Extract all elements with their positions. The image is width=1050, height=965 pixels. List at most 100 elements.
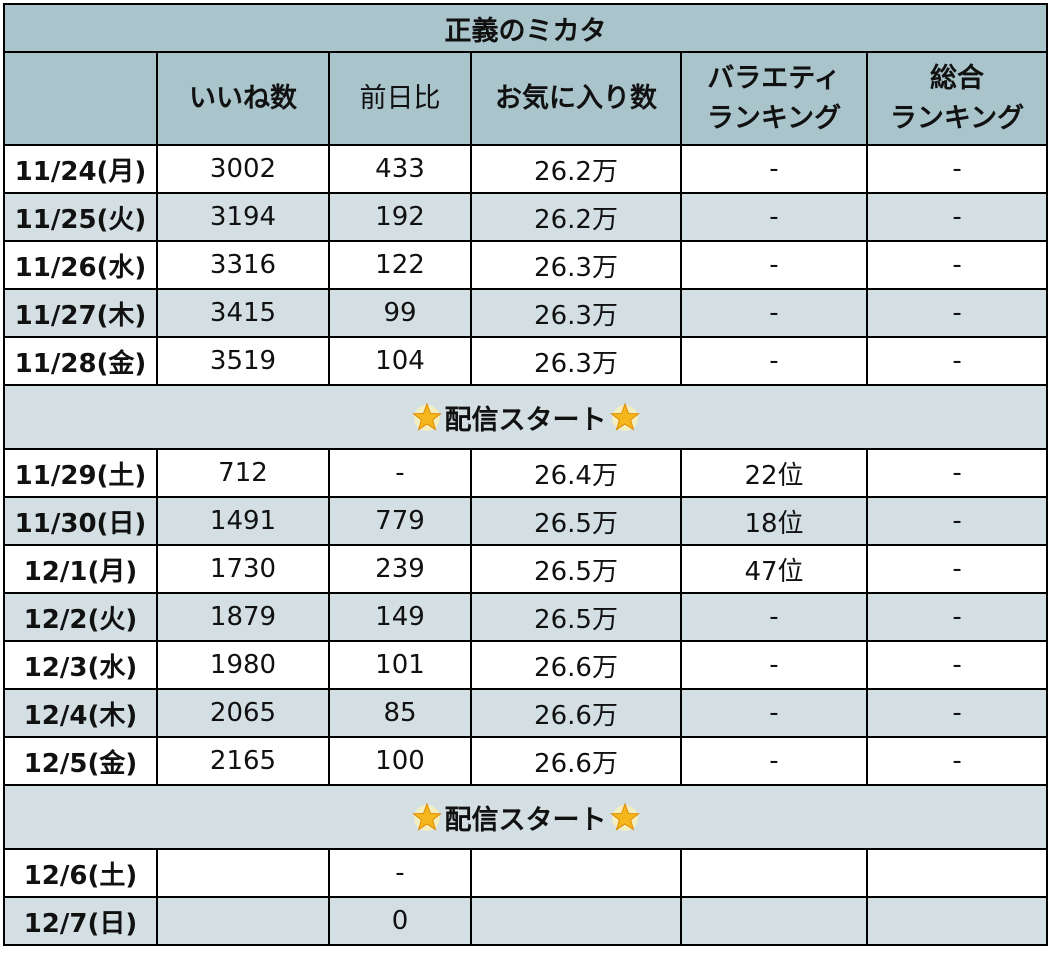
date-cell: 11/28(金) (3, 336, 158, 386)
table-row: 12/2(火) 1879 149 26.5万 - - (3, 592, 1049, 642)
date-cell: 12/7(日) (3, 896, 158, 946)
sparkling-star-icon (411, 402, 442, 431)
overall-rank-cell: - (865, 288, 1049, 338)
date-cell: 12/6(土) (3, 848, 158, 898)
variety-rank-cell: - (680, 144, 868, 194)
diff-cell: 85 (328, 688, 472, 738)
favorites-cell: 26.2万 (470, 192, 682, 242)
overall-rank-cell: - (865, 640, 1049, 690)
likes-cell: 3415 (156, 288, 330, 338)
diff-cell: - (328, 848, 472, 898)
favorites-cell: 26.2万 (470, 144, 682, 194)
favorites-cell: 26.6万 (470, 640, 682, 690)
variety-rank-cell: - (680, 640, 868, 690)
diff-cell: 101 (328, 640, 472, 690)
favorites-cell (470, 896, 682, 946)
table-body: 正義のミカタ いいね数 前日比 お気に入り数 バラエティランキング 総合 ランキン… (2, 3, 1049, 946)
table-row: 12/6(土) - (3, 848, 1049, 898)
likes-cell: 3519 (156, 336, 330, 386)
favorites-cell: 26.6万 (470, 736, 682, 786)
table-title: 正義のミカタ (2, 3, 1049, 53)
variety-rank-cell (680, 848, 868, 898)
date-cell: 11/29(土) (3, 448, 158, 498)
variety-rank-cell (680, 896, 868, 946)
likes-cell: 3002 (156, 144, 330, 194)
stats-table: 正義のミカタ いいね数 前日比 お気に入り数 バラエティランキング 総合 ランキン… (2, 3, 1049, 946)
header-diff: 前日比 (328, 51, 472, 146)
variety-rank-cell: - (680, 736, 868, 786)
overall-rank-cell: - (865, 192, 1049, 242)
header-row: いいね数 前日比 お気に入り数 バラエティランキング 総合 ランキング (3, 51, 1049, 146)
favorites-cell: 26.3万 (470, 240, 682, 290)
header-variety-line1: バラエティ (707, 62, 841, 94)
diff-cell: 433 (328, 144, 472, 194)
diff-cell: 99 (328, 288, 472, 338)
table-row: 12/5(金) 2165 100 26.6万 - - (3, 736, 1049, 786)
overall-rank-cell: - (865, 688, 1049, 738)
likes-cell: 1980 (156, 640, 330, 690)
date-cell: 11/25(火) (3, 192, 158, 242)
date-cell: 12/2(火) (3, 592, 158, 642)
header-overall-rank: 総合 ランキング (865, 51, 1049, 146)
header-overall-line1: 総合 (930, 62, 985, 94)
header-variety-rank: バラエティランキング (680, 51, 868, 146)
diff-cell: 100 (328, 736, 472, 786)
table-row: 11/30(日) 1491 779 26.5万 18位 - (3, 496, 1049, 546)
table-row: 11/27(木) 3415 99 26.3万 - - (3, 288, 1049, 338)
date-cell: 11/30(日) (3, 496, 158, 546)
sparkling-star-icon (609, 802, 640, 831)
diff-cell: 149 (328, 592, 472, 642)
overall-rank-cell: - (865, 240, 1049, 290)
header-likes: いいね数 (156, 51, 330, 146)
header-date (3, 51, 158, 146)
overall-rank-cell (865, 848, 1049, 898)
variety-rank-cell: - (680, 288, 868, 338)
favorites-cell (470, 848, 682, 898)
diff-cell: 104 (328, 336, 472, 386)
likes-cell: 3316 (156, 240, 330, 290)
date-cell: 12/5(金) (3, 736, 158, 786)
date-cell: 11/26(水) (3, 240, 158, 290)
likes-cell: 3194 (156, 192, 330, 242)
diff-cell: 122 (328, 240, 472, 290)
overall-rank-cell: - (865, 144, 1049, 194)
table-row: 11/29(土) 712-26.4万 22位 - (3, 448, 1049, 498)
favorites-cell: 26.4万 (470, 448, 682, 498)
overall-rank-cell: - (865, 448, 1049, 498)
likes-cell: 1879 (156, 592, 330, 642)
diff-cell: 0 (328, 896, 472, 946)
likes-cell: 712 (156, 448, 330, 498)
diff-cell: 779 (328, 496, 472, 546)
overall-rank-cell (865, 896, 1049, 946)
date-cell: 12/3(水) (3, 640, 158, 690)
table-row: 11/24(月) 3002 433 26.2万 - - (3, 144, 1049, 194)
likes-cell (156, 848, 330, 898)
likes-cell (156, 896, 330, 946)
banner-label: 配信スタート (444, 404, 607, 436)
favorites-cell: 26.3万 (470, 288, 682, 338)
favorites-cell: 26.5万 (470, 496, 682, 546)
date-cell: 11/24(月) (3, 144, 158, 194)
favorites-cell: 26.5万 (470, 592, 682, 642)
favorites-cell: 26.6万 (470, 688, 682, 738)
diff-cell: 239 (328, 544, 472, 594)
stream-start-banner-row: 配信スタート (2, 384, 1049, 450)
table-row: 12/3(水) 1980 101 26.6万 - - (3, 640, 1049, 690)
variety-rank-cell: - (680, 688, 868, 738)
date-cell: 12/4(木) (3, 688, 158, 738)
header-favorites-label: お気に入り数 (495, 82, 657, 114)
header-favorites: お気に入り数 (470, 51, 682, 146)
diff-cell: - (328, 448, 472, 498)
likes-cell: 2165 (156, 736, 330, 786)
stream-start-banner-row: 配信スタート (2, 784, 1049, 850)
banner-label: 配信スタート (444, 804, 607, 836)
diff-cell: 192 (328, 192, 472, 242)
header-variety-line2: ランキング (706, 102, 842, 134)
variety-rank-cell: - (680, 336, 868, 386)
date-cell: 11/27(木) (3, 288, 158, 338)
variety-rank-cell: 22位 (680, 448, 868, 498)
table-row: 12/7(日) 0 (3, 896, 1049, 946)
favorites-cell: 26.5万 (470, 544, 682, 594)
overall-rank-cell: - (865, 336, 1049, 386)
sparkling-star-icon (609, 402, 640, 431)
